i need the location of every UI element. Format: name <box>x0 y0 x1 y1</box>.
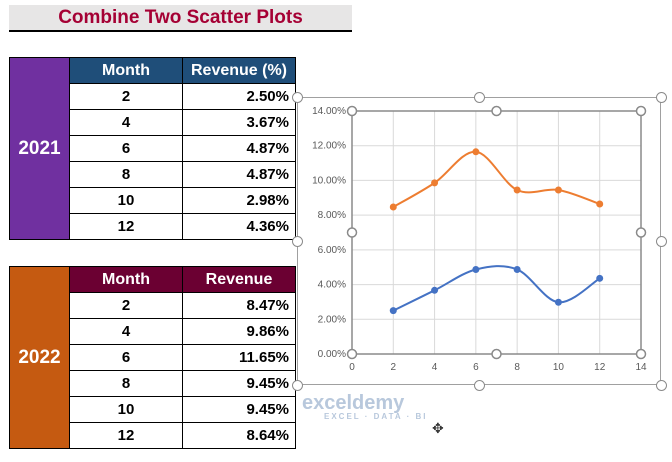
y-tick-label: 4.00% <box>318 280 346 291</box>
table-row: 4 9.86% <box>10 318 296 345</box>
month-cell[interactable]: 4 <box>69 109 183 136</box>
revenue-cell[interactable]: 4.87% <box>182 135 296 162</box>
month-cell[interactable]: 4 <box>69 318 183 345</box>
revenue-cell[interactable]: 4.36% <box>182 213 296 240</box>
revenue-cell[interactable]: 8.47% <box>182 292 296 319</box>
table-row: 10 9.45% <box>10 396 296 423</box>
revenue-cell[interactable]: 3.67% <box>182 109 296 136</box>
plot-area-border <box>351 110 642 355</box>
revenue-cell[interactable]: 4.87% <box>182 161 296 188</box>
data-point <box>472 265 480 273</box>
series-line <box>392 150 601 208</box>
revenue-cell[interactable]: 8.64% <box>182 422 296 449</box>
data-point <box>596 200 604 208</box>
cursor-move-icon: ✥ <box>432 420 444 436</box>
chart-resize-handle[interactable] <box>292 380 303 391</box>
y-tick-label: 8.00% <box>318 210 346 221</box>
x-tick-label: 0 <box>349 362 355 373</box>
chart-svg: 0 2 4 6 8 10 12 14 0.00% 2.00% 4.00% 6.00% 8.00% 10.0… <box>312 105 647 373</box>
table-2021: 2021 Month Revenue (%) 2 2.50% 4 3.67% 6 4.87% 8 4… <box>9 57 296 240</box>
month-cell[interactable]: 12 <box>69 213 183 240</box>
table-2022: 2022 Month Revenue 2 8.47% 4 9.86% 6 11.65% 8 9.45… <box>9 266 296 449</box>
table-row: 2 8.47% <box>10 292 296 319</box>
data-point <box>431 286 439 294</box>
chart-resize-handle[interactable] <box>292 236 303 247</box>
month-cell[interactable]: 6 <box>69 135 183 162</box>
watermark-logo: exceldemy EXCEL · DATA · BI <box>302 392 428 421</box>
column-header: Revenue <box>182 266 296 293</box>
data-point <box>554 186 562 194</box>
chart-resize-handle[interactable] <box>656 380 667 391</box>
plot-resize-handle[interactable] <box>635 227 647 238</box>
revenue-cell[interactable]: 2.50% <box>182 83 296 110</box>
month-cell[interactable]: 10 <box>69 396 183 423</box>
data-point <box>431 179 439 187</box>
y-tick-label: 2.00% <box>318 314 346 325</box>
scatter-chart[interactable]: 0 2 4 6 8 10 12 14 0.00% 2.00% 4.00% 6.00% 8.00% 10.0… <box>292 92 667 391</box>
data-point <box>513 265 521 273</box>
month-cell[interactable]: 8 <box>69 370 183 397</box>
month-cell[interactable]: 10 <box>69 187 183 214</box>
revenue-cell[interactable]: 11.65% <box>182 344 296 371</box>
data-point <box>513 186 521 194</box>
sheet-title: Combine Two Scatter Plots <box>9 5 352 32</box>
plot-resize-handle[interactable] <box>635 348 647 360</box>
revenue-cell[interactable]: 9.45% <box>182 370 296 397</box>
plot-resize-handle[interactable] <box>635 105 647 117</box>
plot-resize-handle[interactable] <box>491 348 502 360</box>
x-tick-label: 2 <box>391 362 397 373</box>
table-row: 6 11.65% <box>10 344 296 371</box>
revenue-cell[interactable]: 9.45% <box>182 396 296 423</box>
column-header: Month <box>69 266 183 293</box>
data-point <box>389 203 397 211</box>
column-header: Month <box>69 57 183 84</box>
x-tick-label: 6 <box>473 362 479 373</box>
table-row: 12 8.64% <box>10 422 296 449</box>
data-point <box>472 148 480 156</box>
year-cell: 2022 <box>9 266 70 449</box>
plot-resize-handle[interactable] <box>346 105 358 117</box>
month-cell[interactable]: 8 <box>69 161 183 188</box>
month-cell[interactable]: 12 <box>69 422 183 449</box>
data-point <box>596 274 604 282</box>
series-line <box>392 265 601 312</box>
table-row: 12 4.36% <box>10 213 296 240</box>
table-row: 6 4.87% <box>10 135 296 162</box>
y-tick-label: 14.00% <box>312 106 346 117</box>
table-row: 8 9.45% <box>10 370 296 397</box>
plot-resize-handle[interactable] <box>346 348 358 360</box>
column-header: Revenue (%) <box>182 57 296 84</box>
plot-resize-handle[interactable] <box>346 227 358 238</box>
data-point <box>389 307 397 315</box>
y-tick-label: 12.00% <box>312 141 346 152</box>
x-tick-label: 8 <box>514 362 520 373</box>
chart-resize-handle[interactable] <box>474 380 485 391</box>
x-tick-label: 4 <box>432 362 438 373</box>
y-tick-label: 0.00% <box>318 349 346 360</box>
plot-resize-handle[interactable] <box>491 105 502 117</box>
chart-resize-handle[interactable] <box>474 92 485 103</box>
table-row: 4 3.67% <box>10 109 296 136</box>
table-row: 8 4.87% <box>10 161 296 188</box>
month-cell[interactable]: 2 <box>69 292 183 319</box>
chart-resize-handle[interactable] <box>292 92 303 103</box>
year-cell: 2021 <box>9 57 70 240</box>
revenue-cell[interactable]: 2.98% <box>182 187 296 214</box>
revenue-cell[interactable]: 9.86% <box>182 318 296 345</box>
y-tick-label: 6.00% <box>318 245 346 256</box>
x-tick-label: 12 <box>594 362 606 373</box>
month-cell[interactable]: 2 <box>69 83 183 110</box>
month-cell[interactable]: 6 <box>69 344 183 371</box>
chart-resize-handle[interactable] <box>656 92 667 103</box>
chart-resize-handle[interactable] <box>656 236 667 247</box>
x-tick-label: 14 <box>635 362 647 373</box>
data-point <box>554 298 562 306</box>
x-tick-label: 10 <box>553 362 565 373</box>
y-tick-label: 10.00% <box>312 175 346 186</box>
